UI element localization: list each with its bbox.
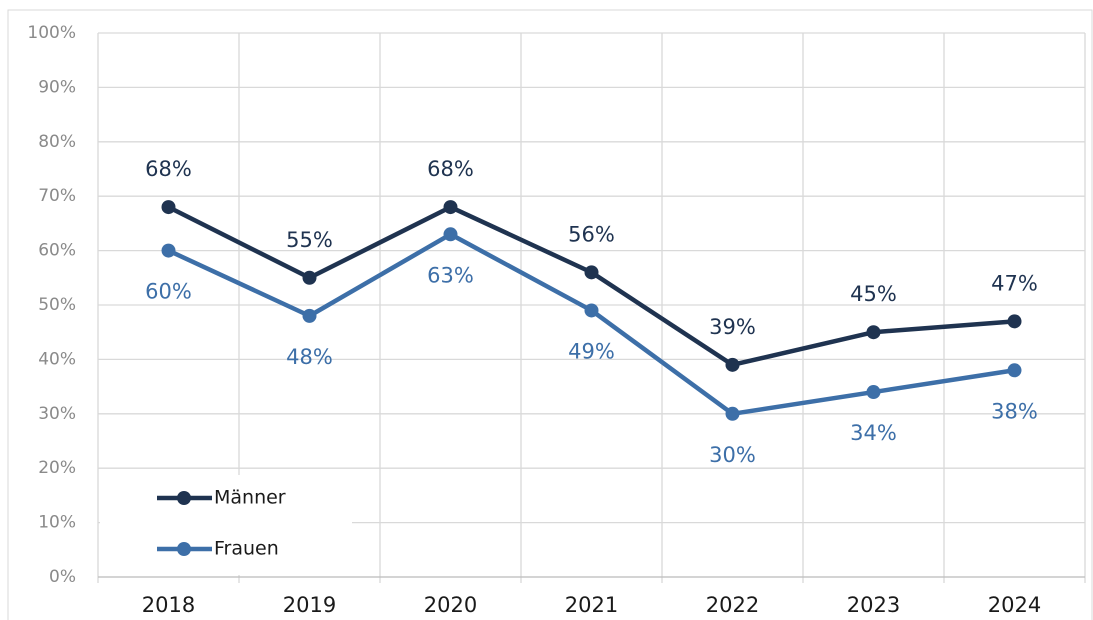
data-label: 49% <box>568 339 615 363</box>
data-label: 45% <box>850 282 897 306</box>
x-tick-label: 2018 <box>142 593 195 617</box>
data-point <box>866 385 881 400</box>
y-tick-label: 30% <box>38 404 76 424</box>
data-label: 34% <box>850 421 897 445</box>
data-point <box>302 308 317 323</box>
data-label: 39% <box>709 315 756 339</box>
data-label: 56% <box>568 222 615 246</box>
x-tick-label: 2024 <box>988 593 1041 617</box>
y-tick-label: 70% <box>38 186 76 206</box>
legend-marker <box>177 491 191 505</box>
legend-marker <box>177 542 191 556</box>
data-label: 55% <box>286 228 333 252</box>
data-point <box>866 325 881 340</box>
y-tick-label: 60% <box>38 241 76 261</box>
data-point <box>443 227 458 242</box>
legend-box <box>100 475 352 575</box>
series-line <box>167 232 1015 417</box>
data-label: 60% <box>145 280 192 304</box>
data-label: 38% <box>991 399 1038 423</box>
data-label: 63% <box>427 263 474 287</box>
y-tick-label: 10% <box>38 513 76 533</box>
chart-border <box>7 9 1093 620</box>
data-point <box>1007 314 1022 329</box>
y-tick-label: 0% <box>49 567 76 587</box>
x-tick-label: 2023 <box>847 593 900 617</box>
data-point <box>725 357 740 372</box>
data-label: 48% <box>286 345 333 369</box>
data-point <box>1007 363 1022 378</box>
data-point <box>443 200 458 215</box>
data-point <box>725 406 740 421</box>
data-point <box>584 303 599 318</box>
x-tick-label: 2019 <box>283 593 336 617</box>
x-tick-label: 2022 <box>706 593 759 617</box>
x-tick-label: 2020 <box>424 593 477 617</box>
data-label: 68% <box>427 157 474 181</box>
y-tick-label: 40% <box>38 349 76 369</box>
y-tick-label: 20% <box>38 458 76 478</box>
y-tick-label: 90% <box>38 77 76 97</box>
x-tick-label: 2021 <box>565 593 618 617</box>
data-point <box>302 270 317 285</box>
data-point <box>161 200 176 215</box>
data-point <box>584 265 599 280</box>
y-tick-label: 50% <box>38 295 76 315</box>
data-label: 30% <box>709 443 756 467</box>
data-point <box>161 243 176 258</box>
legend-label: Männer <box>214 487 286 509</box>
data-label: 68% <box>145 157 192 181</box>
y-tick-label: 100% <box>27 23 76 43</box>
data-label: 47% <box>991 271 1038 295</box>
legend-label: Frauen <box>214 538 279 560</box>
y-tick-label: 80% <box>38 132 76 152</box>
